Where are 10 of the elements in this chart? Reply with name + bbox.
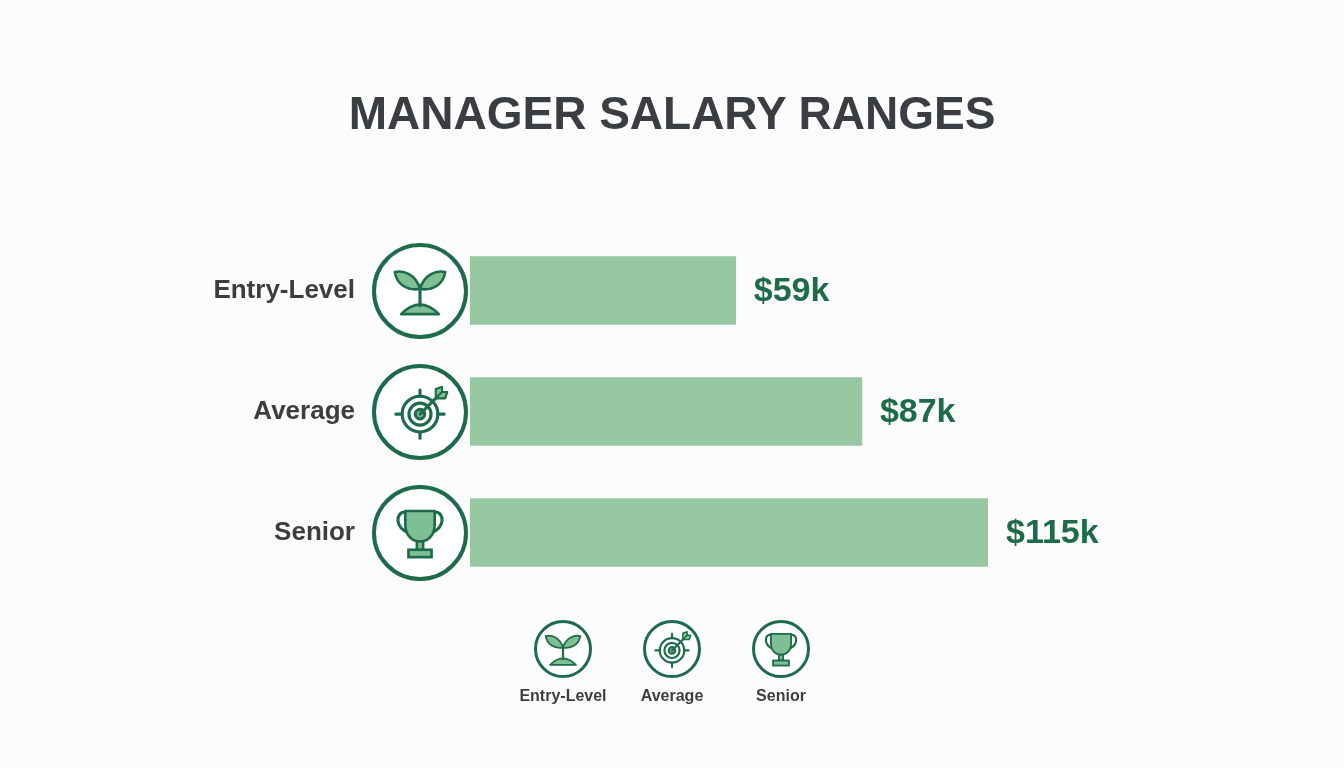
chart-title: MANAGER SALARY RANGES xyxy=(348,86,996,139)
category-label: Entry-Level xyxy=(519,687,607,704)
category-label: Senior xyxy=(756,687,806,704)
data-label: $87k xyxy=(879,390,956,429)
category-label: Average xyxy=(640,687,704,704)
y-tick-label: Average xyxy=(253,394,355,425)
y-tick-label: Entry-Level xyxy=(213,273,355,304)
data-label: $115k xyxy=(1006,511,1099,550)
y-tick-label: Senior xyxy=(274,515,355,546)
data-label: $59k xyxy=(753,269,830,308)
